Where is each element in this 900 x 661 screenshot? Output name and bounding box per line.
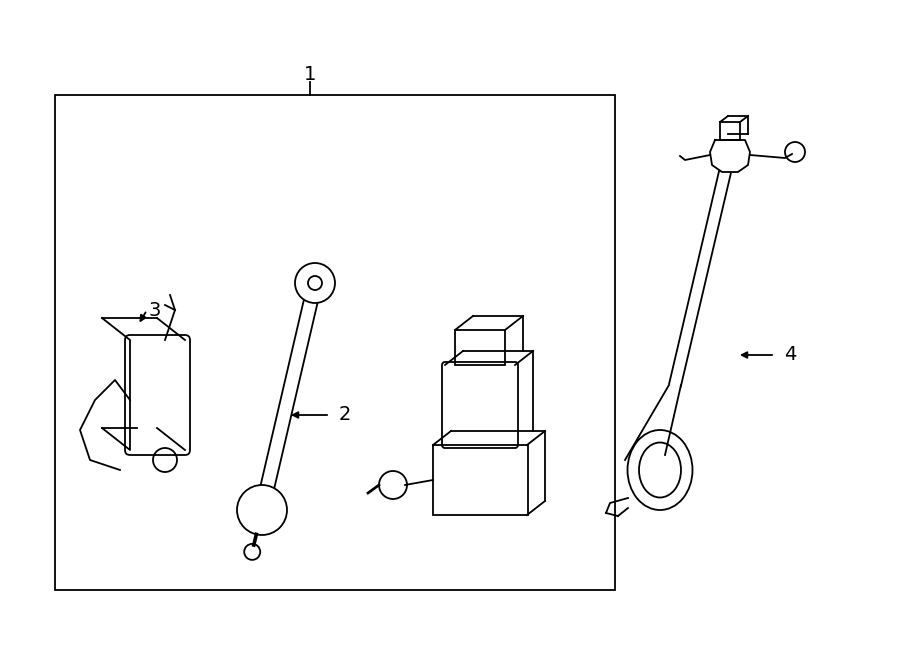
- Text: 3: 3: [148, 301, 161, 319]
- Bar: [55, 95, 615, 590]
- Bar: [433, 445, 528, 515]
- Text: 1: 1: [304, 65, 316, 85]
- Text: 2: 2: [338, 405, 351, 424]
- Text: 4: 4: [784, 346, 796, 364]
- Bar: [455, 330, 505, 365]
